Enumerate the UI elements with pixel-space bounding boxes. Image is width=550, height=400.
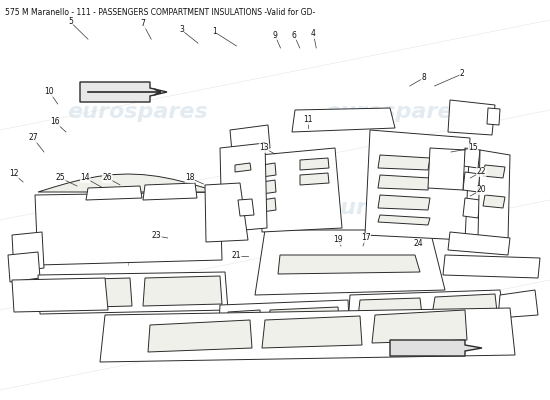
Polygon shape [100,308,515,362]
Text: eurospares: eurospares [326,198,466,218]
Polygon shape [143,276,222,306]
Text: 21: 21 [232,252,241,260]
Polygon shape [218,300,350,345]
Text: 7: 7 [141,20,145,28]
Text: 9: 9 [273,31,277,40]
Polygon shape [483,165,505,178]
Polygon shape [220,143,267,232]
Polygon shape [372,310,467,343]
Polygon shape [262,316,362,348]
Text: 23: 23 [152,232,162,240]
Polygon shape [80,82,167,102]
Polygon shape [478,150,510,240]
Polygon shape [235,163,251,172]
Polygon shape [143,183,197,200]
Text: 15: 15 [468,144,478,152]
Polygon shape [226,310,262,337]
Text: 16: 16 [50,118,60,126]
Polygon shape [378,175,430,190]
Polygon shape [300,173,329,185]
Polygon shape [463,198,480,218]
Polygon shape [378,215,430,225]
Text: 11: 11 [303,116,313,124]
Polygon shape [53,278,132,308]
Polygon shape [12,232,44,272]
Polygon shape [86,186,142,200]
Polygon shape [483,195,505,208]
Text: 10: 10 [45,88,54,96]
Polygon shape [432,294,497,315]
Text: 3: 3 [179,26,184,34]
Polygon shape [378,155,430,170]
Polygon shape [260,148,342,232]
Text: 19: 19 [333,236,343,244]
Polygon shape [443,255,540,278]
Polygon shape [358,298,422,317]
Polygon shape [292,108,395,132]
Text: 6: 6 [292,31,296,40]
Text: 8: 8 [421,74,426,82]
Polygon shape [262,163,276,177]
Text: 17: 17 [361,234,371,242]
Text: 4: 4 [311,30,316,38]
Polygon shape [8,252,40,282]
Polygon shape [365,130,470,240]
Text: 24: 24 [413,240,423,248]
Text: eurospares: eurospares [67,198,208,218]
Polygon shape [390,340,482,356]
Text: 27: 27 [28,134,38,142]
Polygon shape [348,290,505,325]
Polygon shape [278,255,420,274]
Text: 14: 14 [80,174,90,182]
Text: 5: 5 [68,18,73,26]
Polygon shape [448,100,495,135]
Polygon shape [205,183,248,242]
Polygon shape [463,172,480,192]
Text: 1: 1 [212,28,217,36]
Polygon shape [148,320,252,352]
Text: 12: 12 [9,170,19,178]
Polygon shape [448,232,510,255]
Text: 26: 26 [102,174,112,182]
Polygon shape [255,230,445,295]
Text: eurospares: eurospares [67,102,208,122]
Polygon shape [35,192,222,265]
Text: 25: 25 [56,174,65,182]
Text: 22: 22 [476,168,486,176]
Polygon shape [262,198,276,212]
Text: 13: 13 [259,144,269,152]
Polygon shape [463,148,480,168]
Polygon shape [38,272,228,314]
Polygon shape [262,180,276,194]
Polygon shape [230,125,270,152]
Text: 20: 20 [476,186,486,194]
Text: eurospares: eurospares [326,102,466,122]
Polygon shape [487,108,500,125]
Polygon shape [38,174,220,192]
Text: 2: 2 [460,70,464,78]
Polygon shape [238,199,254,216]
Polygon shape [378,195,430,210]
Text: 18: 18 [185,174,195,182]
Polygon shape [300,158,329,170]
Polygon shape [268,307,340,335]
Polygon shape [498,290,538,318]
Polygon shape [428,148,465,190]
Polygon shape [12,278,108,312]
Text: 575 M Maranello - 111 - PASSENGERS COMPARTMENT INSULATIONS -Valid for GD-: 575 M Maranello - 111 - PASSENGERS COMPA… [5,8,315,17]
